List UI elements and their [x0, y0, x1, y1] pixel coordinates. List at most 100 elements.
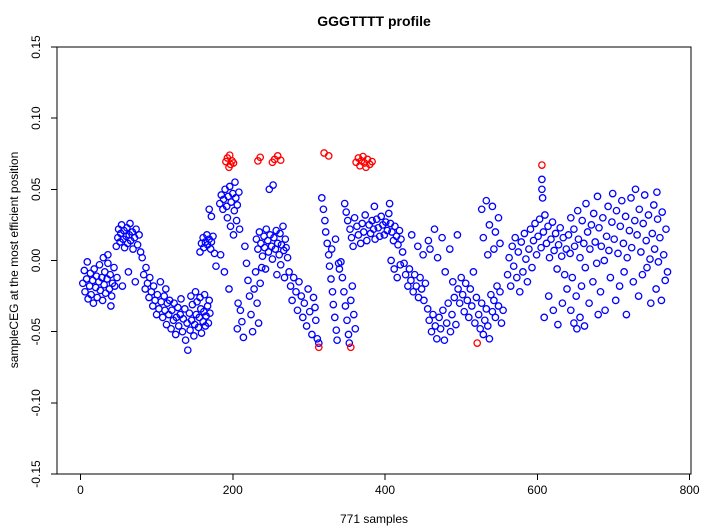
scatter-point-blue [90, 265, 99, 273]
scatter-point-blue [631, 185, 640, 194]
scatter-point-blue [490, 296, 498, 305]
scatter-point-blue [257, 263, 266, 272]
scatter-point-blue [643, 263, 651, 272]
scatter-point-blue [217, 191, 226, 199]
scatter-point-blue [155, 305, 163, 313]
scatter-point-blue [659, 250, 668, 259]
scatter-point-blue [247, 310, 255, 319]
scatter-point-blue [585, 299, 593, 308]
scatter-point-blue [107, 292, 116, 300]
scatter-point-blue [554, 320, 562, 329]
y-tick-label: 0.10 [29, 106, 43, 130]
scatter-point-blue [520, 229, 529, 238]
scatter-point-blue [361, 211, 370, 219]
scatter-point-blue [474, 310, 483, 319]
scatter-point-red [368, 157, 376, 166]
scatter-point-blue [288, 296, 296, 305]
scatter-point-blue [455, 299, 464, 308]
scatter-point-blue [538, 194, 547, 202]
scatter-point-blue [646, 299, 655, 308]
scatter-point-blue [662, 225, 670, 234]
scatter-point-blue [532, 250, 541, 259]
scatter-point-blue [460, 307, 469, 316]
scatter-point-blue [573, 206, 582, 215]
scatter-point-blue [621, 212, 630, 221]
scatter-point-blue [541, 211, 549, 219]
scatter-point-blue [404, 282, 412, 290]
scatter-point-blue [139, 270, 148, 279]
scatter-point-blue [329, 300, 338, 309]
scatter-point-blue [311, 316, 320, 325]
scatter-point-blue [212, 262, 220, 271]
scatter-point-blue [384, 209, 393, 218]
scatter-point-blue [388, 228, 396, 236]
scatter-point-blue [600, 256, 609, 265]
scatter-point-blue [503, 270, 512, 279]
scatter-point-blue [519, 268, 527, 276]
scatter-point-blue [574, 235, 583, 244]
scatter-point-blue [321, 228, 330, 236]
scatter-point-blue [469, 268, 478, 276]
scatter-point-blue [554, 240, 563, 249]
scatter-point-blue [566, 249, 574, 258]
scatter-point-blue [409, 287, 418, 296]
scatter-point-blue [496, 239, 504, 248]
scatter-point-blue [538, 185, 546, 194]
scatter-point-blue [126, 219, 134, 228]
scatter-point-blue [112, 242, 121, 251]
scatter-point-blue [407, 276, 415, 285]
scatter-point-blue [107, 302, 115, 310]
scatter-point-blue [167, 324, 175, 333]
scatter-point-blue [547, 235, 555, 244]
scatter-point-blue [526, 225, 535, 234]
scatter-point-blue [548, 218, 557, 226]
scatter-point-blue [601, 306, 609, 315]
y-tick-label: -0.10 [29, 389, 43, 417]
y-tick-label: -0.05 [29, 318, 43, 346]
scatter-point-blue [425, 316, 434, 325]
scatter-point-blue [576, 253, 584, 262]
scatter-point-blue [542, 239, 551, 248]
scatter-point-blue [488, 202, 497, 211]
scatter-point-blue [375, 232, 384, 241]
scatter-point-blue [568, 273, 577, 282]
x-tick-label: 400 [375, 483, 395, 497]
scatter-point-blue [496, 287, 504, 296]
scatter-point-blue [158, 313, 167, 322]
scatter-point-blue [560, 270, 569, 279]
scatter-point-blue [448, 310, 456, 319]
scatter-point-blue [133, 240, 142, 249]
scatter-point-blue [313, 334, 322, 343]
scatter-point-red [538, 161, 546, 169]
scatter-point-blue [86, 269, 95, 278]
scatter-point-blue [494, 213, 503, 222]
scatter-point-blue [441, 268, 450, 276]
scatter-point-blue [479, 330, 488, 339]
scatter-point-blue [225, 182, 234, 191]
scatter-point-blue [331, 235, 340, 244]
scatter-point-blue [89, 299, 98, 308]
scatter-point-blue [416, 273, 424, 282]
scatter-point-blue [244, 276, 252, 285]
scatter-point-blue [435, 313, 443, 322]
scatter-point-blue [314, 339, 323, 347]
scatter-point-blue [377, 212, 386, 221]
scatter-point-blue [528, 263, 536, 272]
scatter-point-blue [351, 324, 360, 333]
scatter-point-blue [637, 248, 645, 256]
scatter-point-blue [305, 307, 314, 316]
scatter-point-blue [332, 326, 341, 335]
scatter-point-blue [270, 233, 278, 242]
scatter-point-blue [639, 219, 648, 228]
scatter-point-blue [118, 282, 127, 290]
scatter-point-blue [231, 178, 239, 187]
scatter-point-blue [477, 299, 486, 308]
scatter-point-blue [583, 228, 592, 236]
scatter-point-blue [634, 292, 643, 300]
scatter-point-blue [612, 206, 621, 215]
scatter-point-blue [625, 226, 634, 235]
scatter-point-blue [654, 258, 663, 266]
scatter-point-red [256, 153, 265, 162]
scatter-point-blue [343, 316, 351, 325]
scatter-point-blue [235, 225, 244, 234]
